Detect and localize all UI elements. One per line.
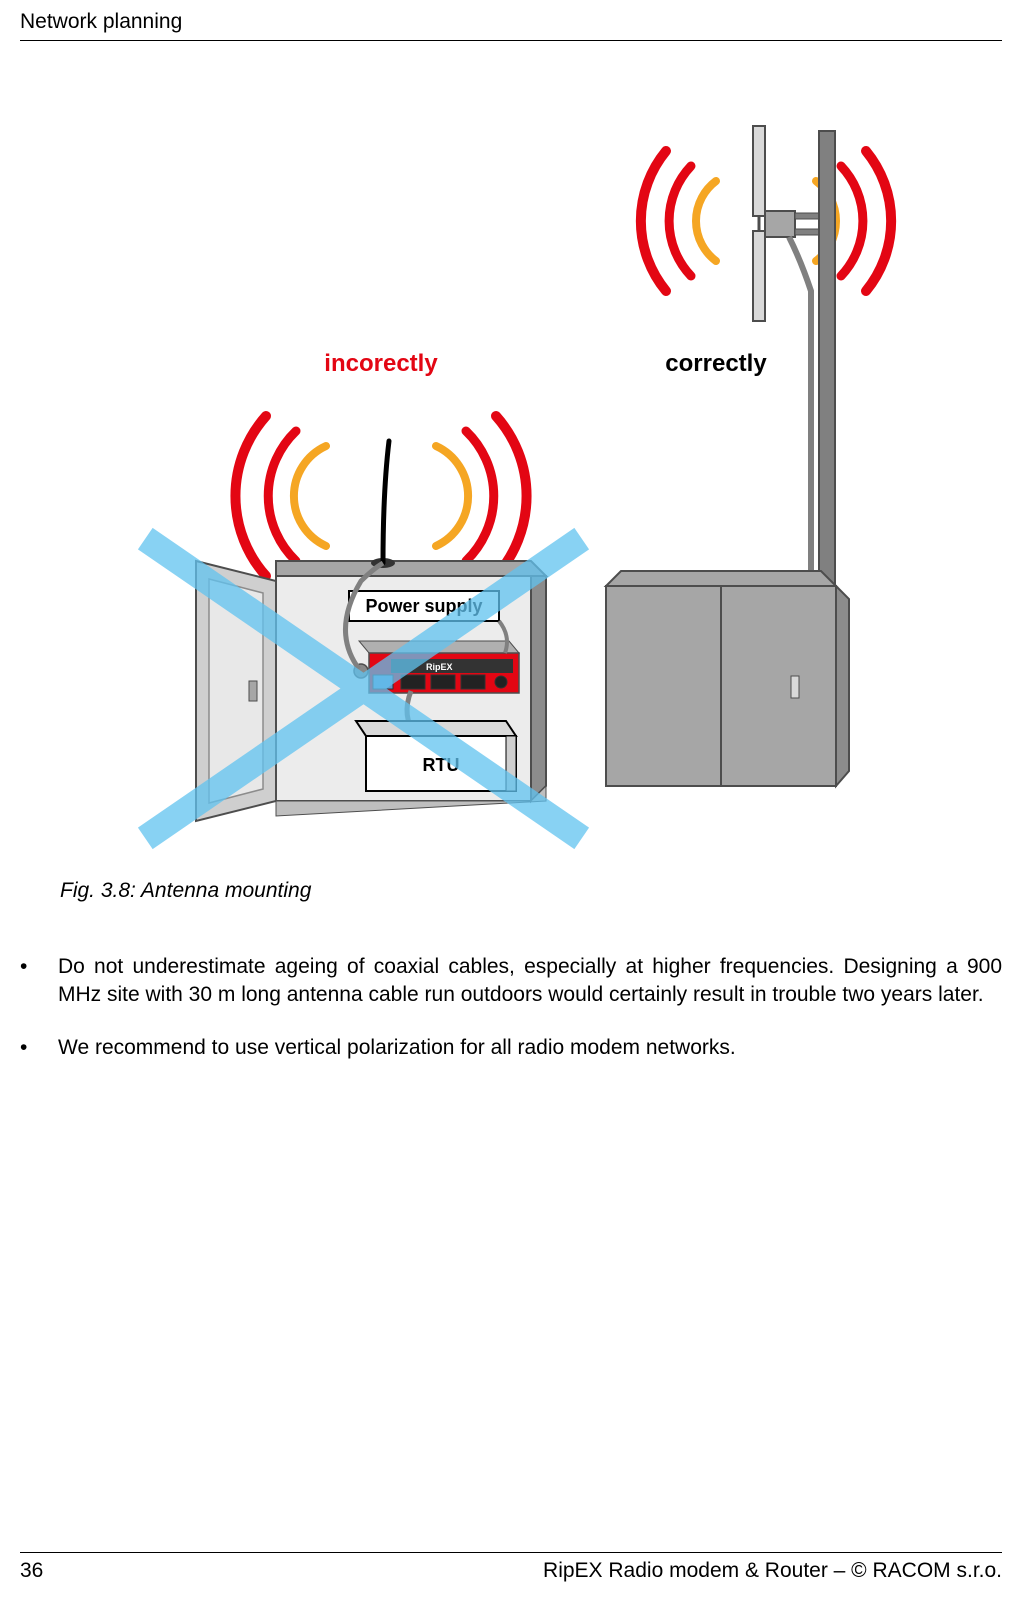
page-header-title: Network planning <box>20 10 1002 34</box>
list-item: • Do not underestimate ageing of coaxial… <box>20 953 1002 1010</box>
whip-antenna <box>371 441 395 568</box>
header-rule <box>20 40 1002 41</box>
figure-caption: Fig. 3.8: Antenna mounting <box>60 879 1002 903</box>
bullet-list: • Do not underestimate ageing of coaxial… <box>20 953 1002 1062</box>
list-item: • We recommend to use vertical polarizat… <box>20 1034 1002 1062</box>
svg-text:RipEX: RipEX <box>426 662 453 672</box>
page: Network planning <box>0 0 1022 1599</box>
page-footer: 36 RipEX Radio modem & Router – © RACOM … <box>20 1552 1002 1583</box>
page-number: 36 <box>20 1559 43 1583</box>
bullet-text: We recommend to use vertical polarizatio… <box>58 1034 1002 1062</box>
bullet-marker: • <box>20 1034 58 1062</box>
footer-rule <box>20 1552 1002 1553</box>
bullet-marker: • <box>20 953 58 1010</box>
figure-container: correctly <box>20 71 1002 851</box>
label-correctly: correctly <box>665 350 767 377</box>
cabinet-right <box>606 571 849 786</box>
bullet-text: Do not underestimate ageing of coaxial c… <box>58 953 1002 1010</box>
antenna-mounting-diagram: correctly <box>101 71 921 851</box>
label-incorrectly: incorectly <box>324 350 438 377</box>
footer-doc-title: RipEX Radio modem & Router – © RACOM s.r… <box>543 1559 1002 1583</box>
